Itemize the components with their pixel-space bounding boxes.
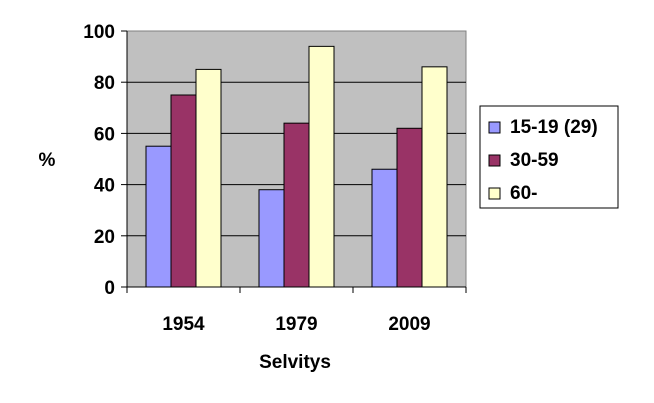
legend-swatch bbox=[488, 121, 501, 134]
bar bbox=[371, 168, 398, 288]
y-tick-label: 0 bbox=[104, 278, 115, 299]
x-tick-label: 2009 bbox=[388, 314, 430, 335]
legend-label: 15-19 (29) bbox=[510, 117, 598, 138]
bar bbox=[258, 189, 285, 288]
x-ticks: 1954 1979 2009 bbox=[126, 287, 467, 335]
y-ticks: 0 20 40 60 80 100 bbox=[83, 22, 127, 299]
axes bbox=[126, 31, 466, 288]
bar bbox=[170, 94, 197, 288]
y-tick-label: 100 bbox=[83, 22, 115, 43]
legend-label: 30-59 bbox=[510, 150, 559, 171]
legend-swatch bbox=[488, 187, 501, 200]
legend: 15-19 (29) 30-59 60- bbox=[479, 105, 619, 209]
bar bbox=[308, 45, 335, 288]
legend-box bbox=[479, 105, 619, 209]
bar bbox=[195, 68, 222, 288]
bar bbox=[283, 122, 310, 288]
y-axis-title: % bbox=[39, 150, 56, 171]
legend-swatch bbox=[488, 154, 501, 167]
x-axis-title: Selvitys bbox=[259, 352, 331, 373]
y-tick-label: 20 bbox=[94, 227, 115, 248]
bar bbox=[145, 145, 172, 288]
y-tick-label: 80 bbox=[94, 73, 115, 94]
bar bbox=[421, 66, 448, 288]
x-tick-label: 1979 bbox=[275, 314, 317, 335]
y-tick-label: 40 bbox=[94, 176, 115, 197]
y-tick-label: 60 bbox=[94, 124, 115, 145]
legend-label: 60- bbox=[510, 183, 537, 204]
bar bbox=[396, 127, 423, 288]
x-tick-label: 1954 bbox=[162, 314, 205, 335]
